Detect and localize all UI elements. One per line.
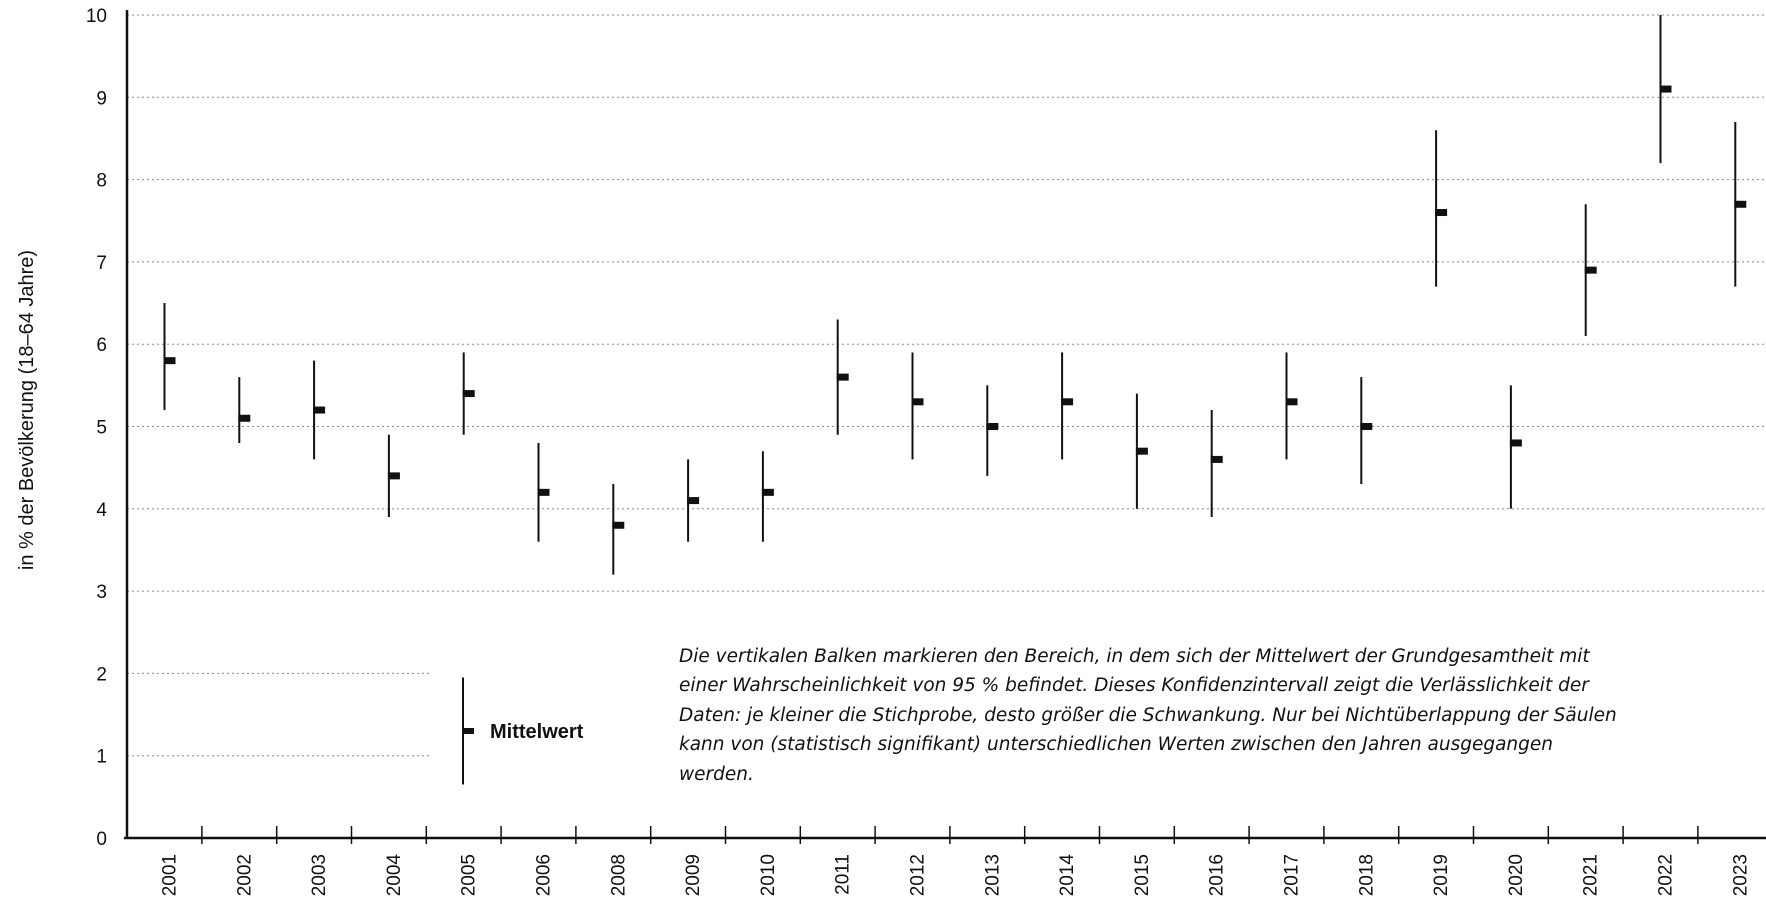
mean-marker [387, 472, 400, 480]
mean-marker [612, 521, 625, 529]
y-tick-label: 7 [96, 253, 107, 274]
mean-marker [911, 398, 924, 406]
x-tick-label: 2022 [1656, 854, 1677, 896]
mean-marker [313, 406, 326, 414]
mean-marker [238, 414, 251, 422]
x-tick-label: 2016 [1207, 854, 1228, 896]
x-tick-label: 2001 [160, 854, 181, 896]
x-tick-label: 2019 [1431, 854, 1452, 896]
y-tick-label: 4 [96, 500, 107, 521]
x-tick-label: 2011 [833, 854, 854, 895]
mean-marker [1061, 398, 1074, 406]
x-tick-label: 2008 [608, 854, 629, 896]
mean-marker [1210, 455, 1223, 463]
y-tick-label: 3 [96, 582, 107, 603]
mean-marker [687, 497, 700, 505]
mean-marker [1285, 398, 1298, 406]
x-tick-label: 2021 [1581, 854, 1602, 896]
y-tick-label: 1 [96, 747, 107, 768]
legend-label: Mittelwert [490, 721, 584, 743]
mean-marker [836, 373, 849, 381]
axes: 0 1 2 3 4 5 6 7 8 9 10 2001 2002 2003 2004 2005 2006 2008… [86, 6, 1766, 896]
x-tick-label: 2013 [982, 854, 1003, 896]
mean-marker [1584, 266, 1597, 274]
x-tick-label: 2006 [534, 854, 555, 896]
x-tick-label: 2018 [1356, 854, 1377, 896]
mean-marker [1509, 439, 1522, 447]
x-tick-label: 2023 [1730, 854, 1751, 896]
mean-marker [1659, 85, 1672, 93]
mean-marker [1360, 423, 1373, 430]
x-tick-label: 2005 [459, 854, 480, 896]
x-tick-label: 2020 [1506, 854, 1527, 896]
gridlines [127, 14, 1766, 757]
legend: Mittelwert [462, 677, 584, 785]
legend-mean-sample [462, 728, 474, 735]
x-tick-label: 2014 [1057, 854, 1078, 897]
y-tick-label: 6 [96, 335, 107, 356]
x-tick-label: 2009 [683, 854, 704, 896]
y-axis-label: in % der Bevölkerung (18–64 Jahre) [16, 250, 38, 570]
mean-marker [163, 357, 176, 365]
y-tick-label: 0 [96, 829, 107, 850]
mean-marker [761, 488, 774, 496]
chart-note: Die vertikalen Balken markieren den Bere… [679, 646, 1617, 785]
x-tick-label: 2003 [309, 854, 330, 896]
mean-marker [462, 390, 475, 398]
x-tick-label: 2015 [1132, 854, 1153, 896]
y-tick-label: 9 [96, 88, 107, 109]
mean-marker [1435, 209, 1448, 217]
x-tick-label: 2004 [384, 854, 405, 897]
y-tick-label: 5 [96, 418, 107, 439]
y-tick-label: 2 [96, 664, 107, 685]
mean-marker [537, 488, 550, 496]
x-tick-label: 2012 [908, 854, 929, 896]
mean-marker [1135, 447, 1148, 455]
mean-marker [986, 423, 999, 430]
y-tick-label: 8 [96, 171, 107, 192]
x-tick-label: 2017 [1282, 854, 1303, 896]
x-tick-label: 2002 [234, 854, 255, 896]
mean-marker [1734, 200, 1747, 208]
x-tick-label: 2010 [758, 854, 779, 896]
y-tick-label: 10 [86, 6, 107, 27]
error-bars [163, 15, 1747, 575]
